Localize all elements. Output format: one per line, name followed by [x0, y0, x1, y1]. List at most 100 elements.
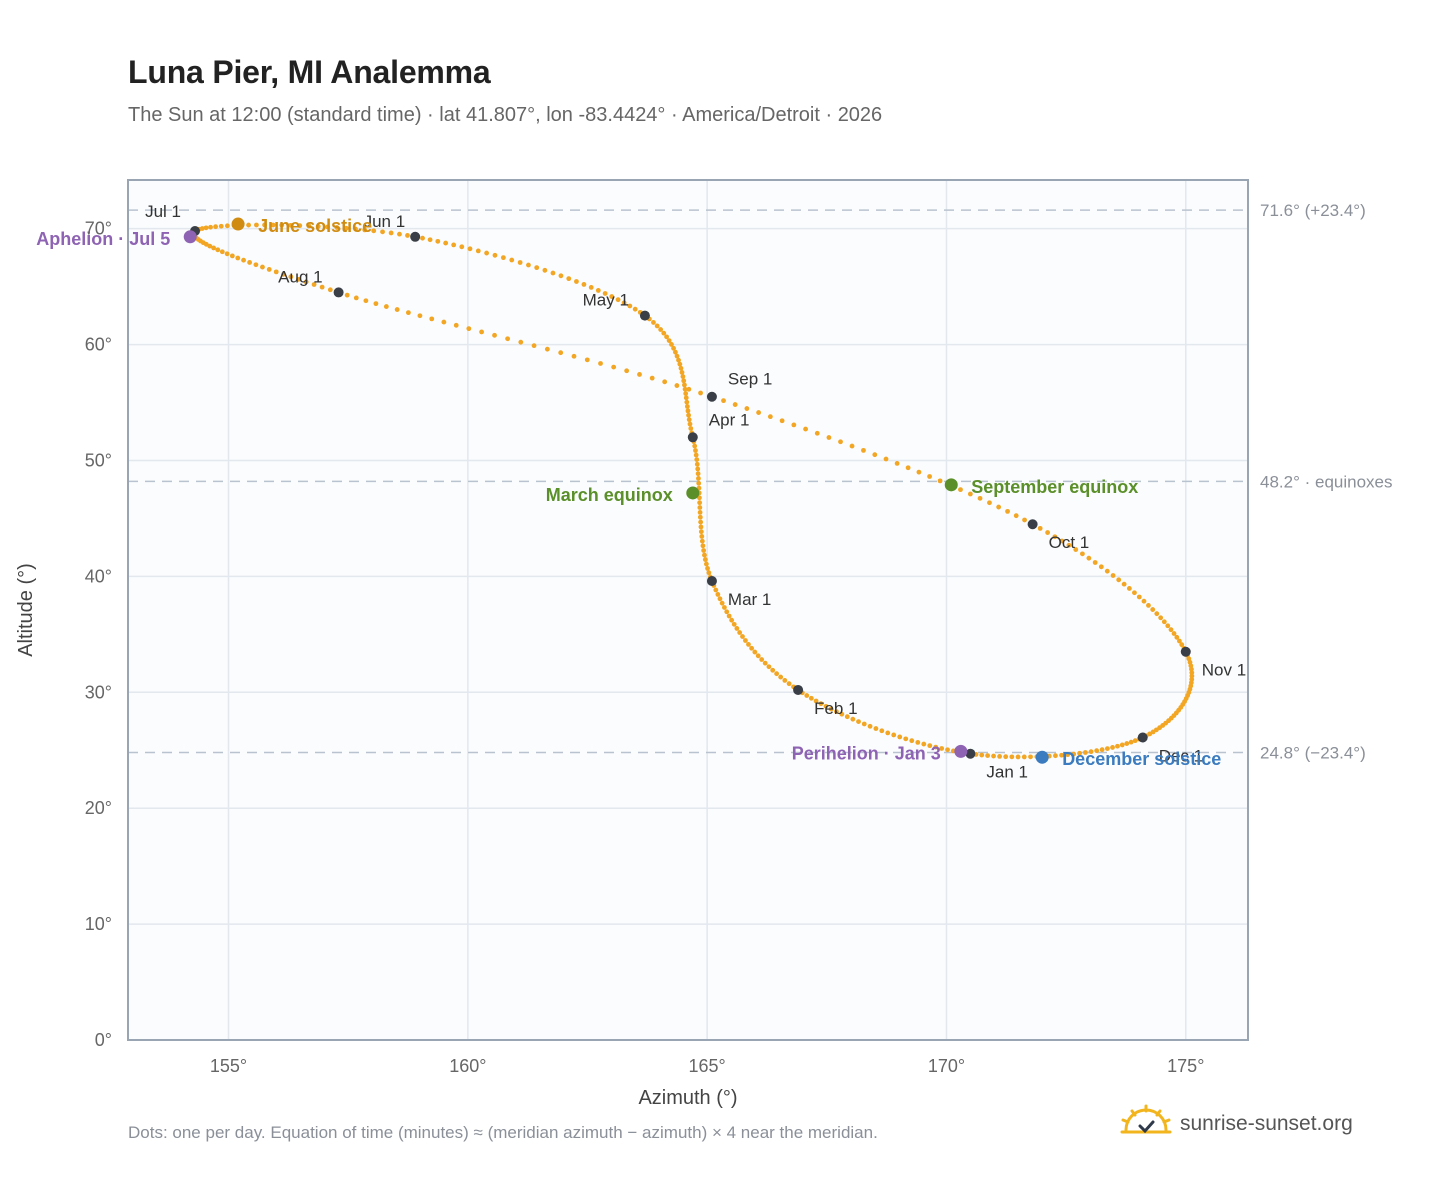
- daily-sun-dot: [1126, 586, 1132, 591]
- daily-sun-dot: [767, 414, 773, 420]
- daily-sun-dot: [1119, 742, 1125, 748]
- daily-sun-dot: [700, 543, 706, 549]
- daily-sun-dot: [987, 500, 992, 506]
- daily-sun-dot: [664, 334, 669, 340]
- daily-sun-dot: [671, 345, 676, 351]
- daily-sun-dot: [1003, 754, 1009, 760]
- daily-sun-dot: [1088, 749, 1094, 755]
- daily-sun-dot: [1037, 525, 1043, 531]
- daily-sun-dot: [803, 426, 808, 432]
- daily-sun-dot: [1098, 564, 1104, 570]
- daily-sun-dot: [699, 534, 705, 539]
- daily-sun-dot: [1059, 538, 1065, 544]
- daily-sun-dot: [752, 649, 758, 655]
- month-marker: [687, 432, 698, 443]
- daily-sun-dot: [654, 323, 660, 329]
- month-label: Jul 1: [145, 202, 181, 221]
- daily-sun-dot: [894, 460, 900, 466]
- daily-sun-dot: [1065, 752, 1071, 758]
- plot-area: [128, 180, 1248, 1040]
- month-marker: [706, 391, 717, 402]
- daily-sun-dot: [246, 222, 251, 228]
- daily-sun-dot: [680, 374, 686, 379]
- chart-subtitle: The Sun at 12:00 (standard time) · lat 4…: [128, 104, 883, 126]
- daily-sun-dot: [686, 412, 691, 418]
- sun-logo-icon: [1120, 1104, 1172, 1134]
- month-marker: [410, 231, 421, 242]
- daily-sun-dot: [661, 330, 667, 336]
- daily-sun-dot: [693, 448, 698, 453]
- daily-sun-dot: [443, 240, 449, 246]
- daily-sun-dot: [224, 223, 230, 229]
- x-tick-label: 175°: [1167, 1056, 1204, 1076]
- daily-sun-dot: [1141, 598, 1147, 604]
- daily-sun-dot: [1165, 623, 1171, 629]
- daily-sun-dot: [441, 319, 447, 325]
- daily-sun-dot: [669, 342, 674, 347]
- month-marker: [1137, 732, 1148, 743]
- daily-sun-dot: [281, 271, 286, 277]
- daily-sun-dot: [627, 303, 633, 309]
- daily-sun-dot: [303, 279, 309, 285]
- daily-sun-dot: [686, 417, 692, 423]
- reference-line-label: 48.2° · equinoxes: [1260, 472, 1393, 491]
- daily-sun-dot: [985, 753, 991, 759]
- daily-sun-dot: [977, 495, 983, 501]
- chart-title: Luna Pier, MI Analemma: [128, 54, 491, 90]
- daily-sun-dot: [1161, 619, 1167, 625]
- daily-sun-dot: [786, 681, 792, 687]
- daily-sun-dot: [706, 570, 712, 576]
- daily-sun-dot: [879, 728, 885, 734]
- y-tick-label: 50°: [85, 450, 112, 470]
- month-label: Dec 1: [1159, 746, 1203, 765]
- daily-sun-dot: [1121, 581, 1127, 587]
- daily-sun-dot: [698, 519, 704, 525]
- daily-sun-dot: [306, 223, 312, 229]
- daily-sun-dot: [1045, 530, 1051, 535]
- daily-sun-dot: [856, 719, 861, 725]
- daily-sun-dot: [526, 262, 531, 268]
- reference-line-label: 71.6° (+23.4°): [1260, 201, 1366, 220]
- daily-sun-dot: [696, 480, 702, 486]
- footnote: Dots: one per day. Equation of time (min…: [128, 1123, 878, 1142]
- daily-sun-dot: [756, 410, 762, 415]
- daily-sun-dot: [542, 267, 548, 273]
- daily-sun-dot: [595, 288, 601, 293]
- daily-sun-dot: [1128, 739, 1134, 745]
- daily-sun-dot: [1115, 743, 1120, 749]
- daily-sun-dot: [839, 711, 845, 717]
- daily-sun-dot: [224, 251, 230, 257]
- brand[interactable]: sunrise-sunset.org: [1120, 1104, 1353, 1144]
- daily-sun-dot: [838, 439, 843, 445]
- daily-sun-dot: [909, 738, 915, 744]
- daily-sun-dot: [703, 561, 709, 567]
- daily-sun-dot: [719, 600, 725, 606]
- daily-sun-dot: [602, 291, 608, 296]
- daily-sun-dot: [241, 257, 246, 263]
- daily-sun-dot: [681, 378, 687, 384]
- daily-sun-dot: [927, 743, 933, 749]
- daily-sun-dot: [1132, 738, 1138, 744]
- event-marker: [1035, 750, 1049, 764]
- daily-sun-dot: [996, 504, 1002, 510]
- daily-sun-dot: [581, 282, 587, 287]
- daily-sun-dot: [1132, 590, 1137, 596]
- daily-sun-dot: [435, 238, 441, 244]
- brand-name[interactable]: sunrise-sunset.org: [1180, 1112, 1353, 1135]
- daily-sun-dot: [1099, 747, 1105, 753]
- daily-sun-dot: [1174, 634, 1180, 640]
- daily-sun-dot: [683, 395, 689, 401]
- daily-sun-dot: [695, 466, 701, 472]
- daily-sun-dot: [903, 736, 909, 742]
- daily-sun-dot: [534, 265, 540, 271]
- daily-sun-dot: [1028, 754, 1033, 760]
- event-label: March equinox: [546, 485, 673, 505]
- daily-sun-dot: [531, 343, 537, 349]
- daily-sun-dot: [746, 642, 751, 647]
- daily-sun-dot: [611, 364, 617, 370]
- daily-sun-dot: [697, 505, 703, 510]
- event-label: December solstice: [1062, 749, 1221, 769]
- daily-sun-dot: [649, 375, 655, 381]
- axis-ticks: 155° 160° 165° 170° 175° 0° 10° 20° 30° 40° 50° 60°…: [85, 219, 1205, 1076]
- daily-sun-dot: [429, 316, 435, 322]
